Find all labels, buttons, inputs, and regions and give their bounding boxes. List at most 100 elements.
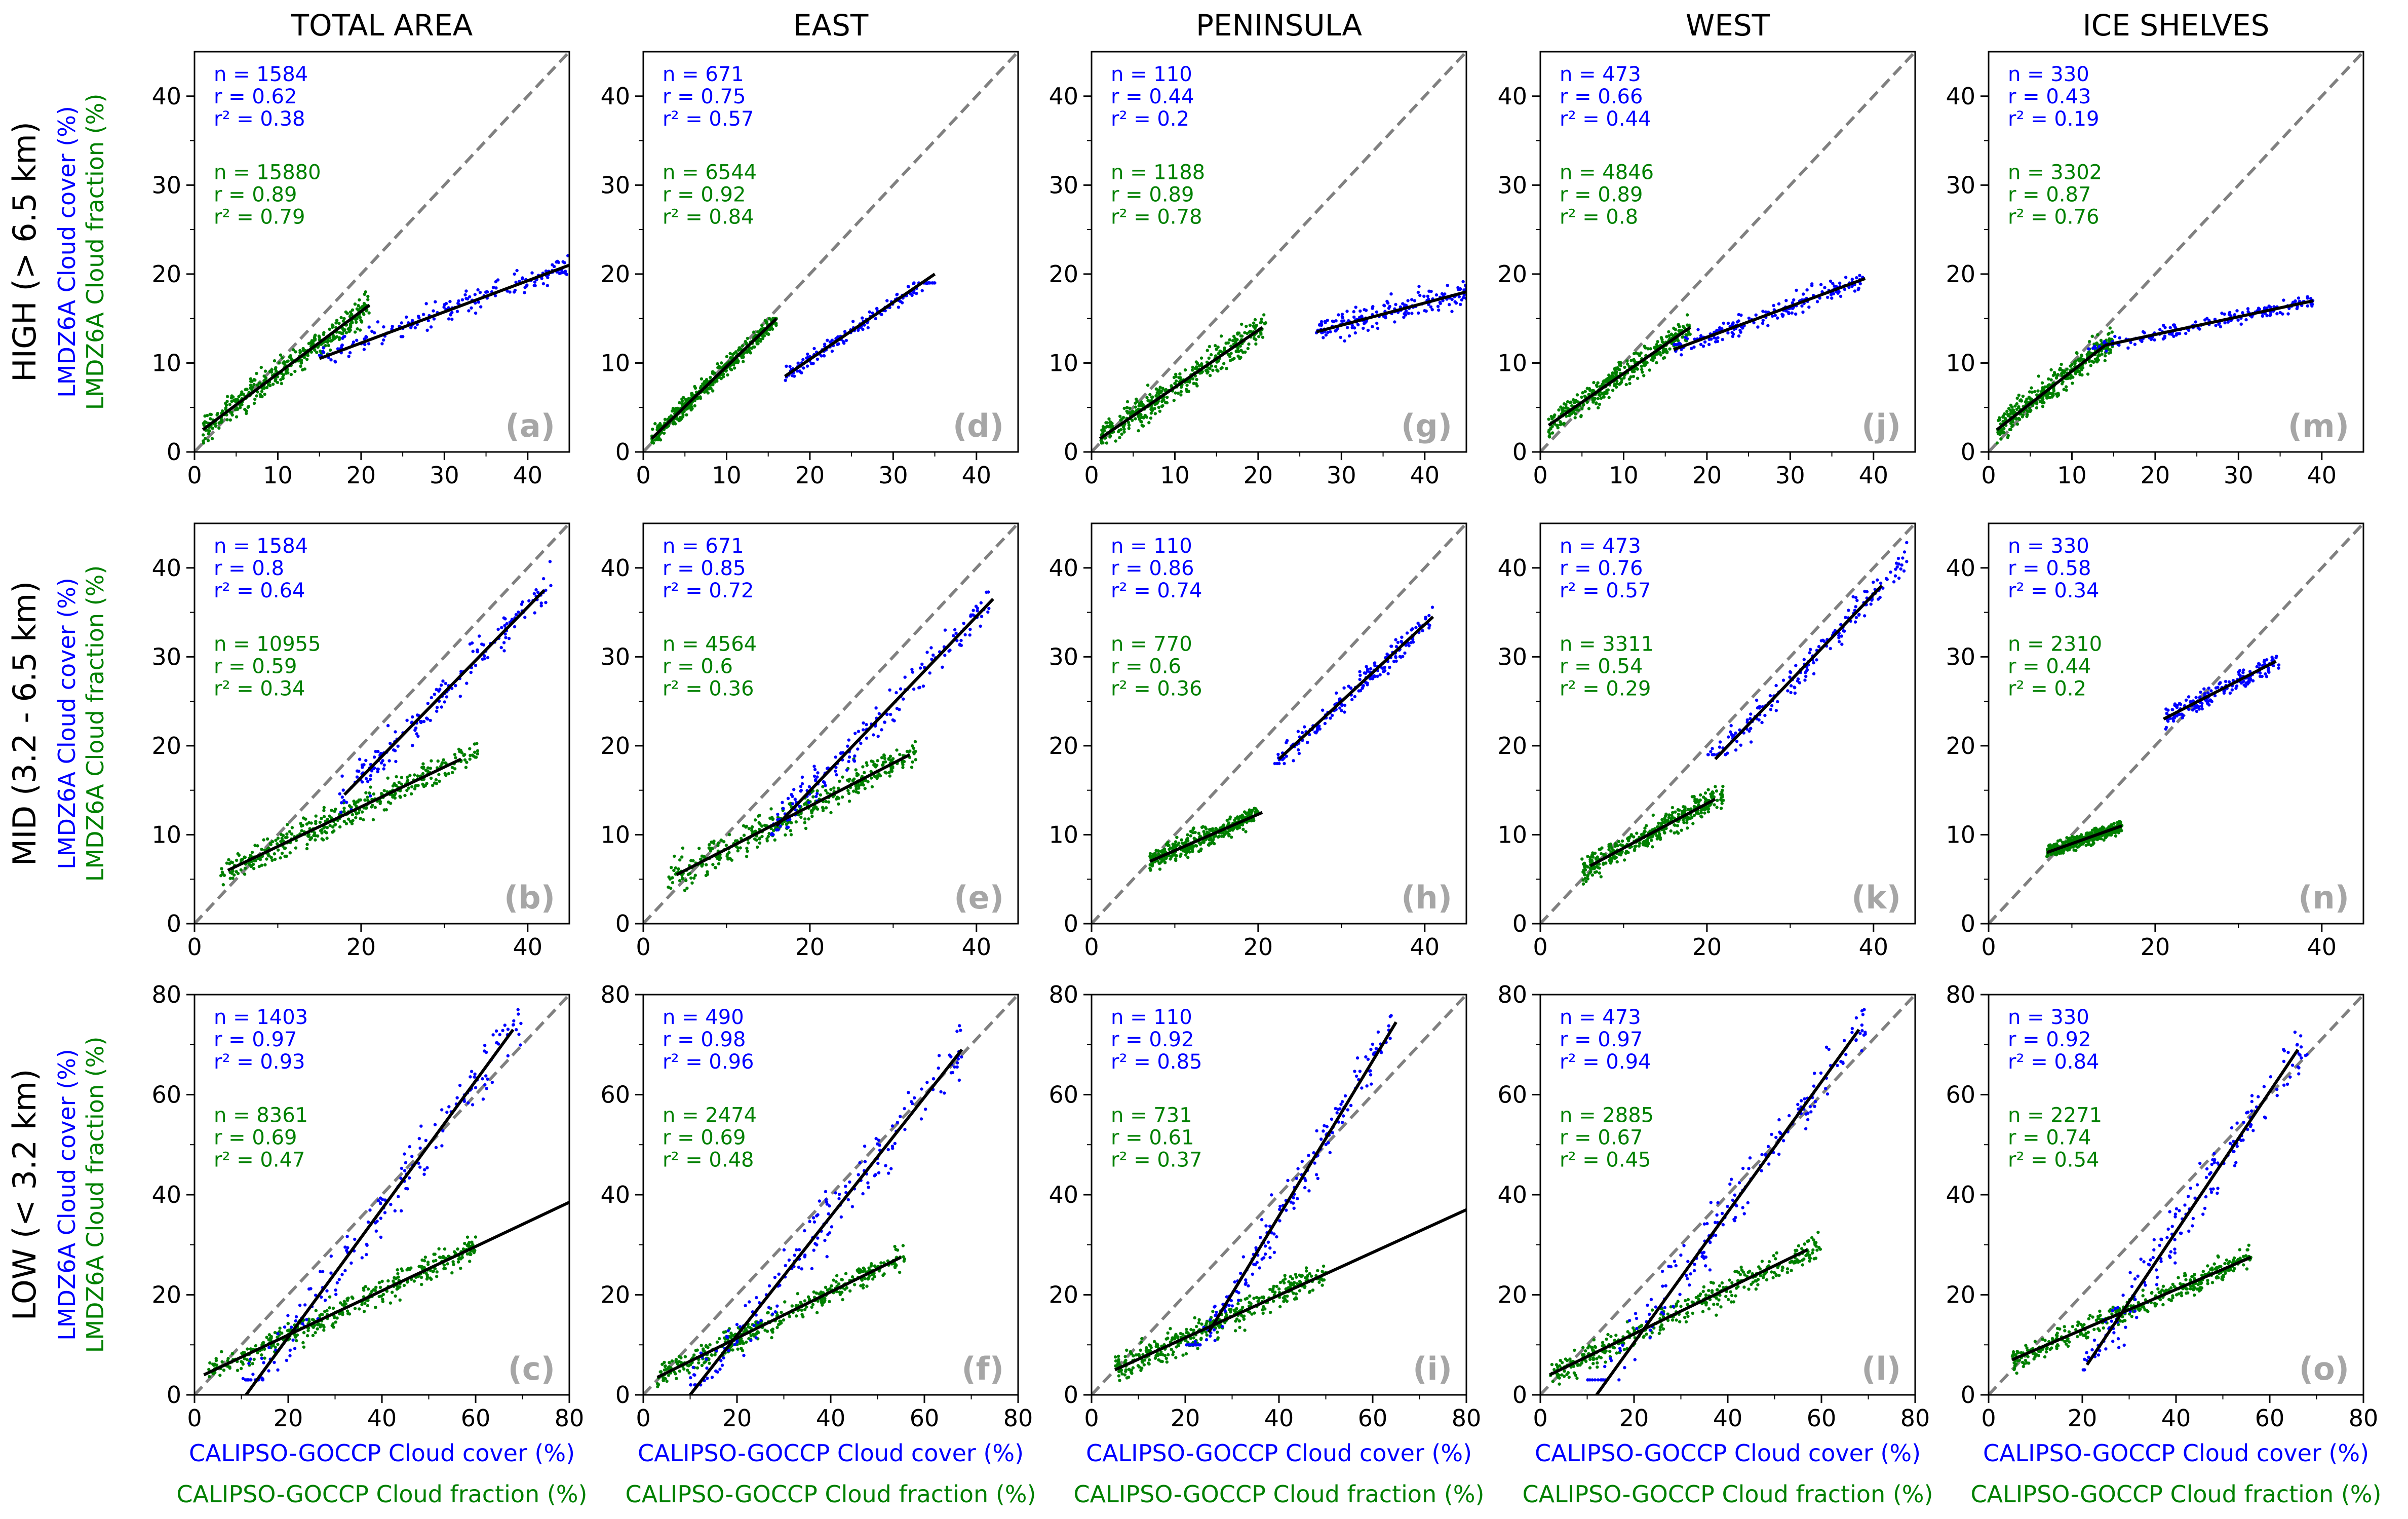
fraction-point-cloud-point [1148, 866, 1152, 870]
fraction-point-cloud-point [232, 873, 236, 877]
fraction-point-cloud-point [2000, 430, 2004, 433]
fraction-point-cloud-point [720, 361, 723, 365]
fraction-point-cloud-point [742, 833, 746, 837]
cover-point-cloud-point [902, 697, 905, 701]
cover-point-cloud-point [1741, 326, 1744, 330]
fraction-point-cloud-point [1559, 423, 1562, 427]
cover-point-cloud-point [435, 706, 439, 709]
cover-point-cloud-point [972, 609, 975, 612]
fraction-point-cloud-point [1236, 331, 1239, 335]
fraction-point-cloud-point [366, 795, 369, 799]
cover-point-cloud-point [1850, 284, 1854, 288]
fraction-n-label: n = 3302 [2008, 161, 2102, 184]
fraction-point-cloud-point [803, 821, 807, 824]
fraction-point-cloud-point [2070, 363, 2074, 366]
fraction-point-cloud-point [1234, 338, 1238, 342]
cover-point-cloud-point [1456, 286, 1460, 290]
fraction-point-cloud-point [689, 876, 693, 880]
cover-point-cloud-point [2246, 310, 2250, 314]
fraction-point-cloud-point [2005, 409, 2009, 413]
cover-point-cloud-point [926, 281, 930, 285]
fraction-point-cloud-point [838, 779, 841, 783]
fraction-point-cloud-point [333, 823, 337, 826]
fraction-point-cloud-point [2073, 362, 2077, 365]
y-tick-label: 40 [151, 554, 181, 582]
fraction-point-cloud-point [249, 854, 252, 857]
cover-point-cloud-point [473, 293, 477, 296]
fraction-point-cloud-point [1580, 407, 1584, 411]
cover-point-cloud-point [544, 601, 548, 604]
fraction-point-cloud-point [235, 858, 239, 862]
fraction-point-cloud-point [1216, 369, 1220, 373]
fraction-point-cloud-point [1605, 389, 1609, 392]
cover-point-cloud-point [1460, 298, 1464, 301]
cover-point-cloud-point [929, 646, 933, 650]
x-tick-label: 40 [513, 462, 543, 489]
cover-point-cloud-point [536, 590, 540, 594]
fraction-point-cloud-point [1189, 834, 1192, 838]
fraction-point-cloud-point [1715, 806, 1719, 809]
cover-point-cloud-point [2219, 325, 2223, 329]
cover-point-cloud-point [563, 271, 567, 275]
y-tick-label: 20 [600, 732, 630, 760]
fraction-point-cloud-point [855, 787, 858, 791]
fraction-r2-label: r² = 0.34 [214, 677, 305, 701]
fraction-point-cloud-point [279, 378, 283, 382]
cover-point-cloud-point [476, 288, 480, 292]
fraction-point-cloud-point [1685, 818, 1689, 822]
fraction-point-cloud-point [1199, 841, 1203, 845]
column-title: PENINSULA [1196, 8, 1362, 43]
cover-point-cloud-point [1830, 296, 1834, 300]
panel-letter: (j) [1861, 407, 1901, 444]
fraction-point-cloud-point [2047, 377, 2050, 381]
cover-point-cloud-point [2281, 312, 2284, 316]
cover-point-cloud-point [2269, 313, 2272, 316]
fraction-point-cloud-point [774, 323, 778, 327]
x-tick-label: 20 [346, 933, 376, 961]
column-titles: TOTAL AREA EAST PENINSULA WEST ICE SHELVES [291, 8, 2270, 43]
cover-point-cloud-point [1382, 303, 1386, 307]
fraction-point-cloud-point [290, 826, 294, 829]
fraction-point-cloud-point [2085, 353, 2089, 357]
fraction-point-cloud-point [2074, 372, 2077, 375]
fraction-point-cloud-point [268, 384, 272, 388]
fraction-point-cloud-point [1161, 404, 1164, 407]
fraction-r2-label: r² = 0.78 [1111, 206, 1202, 229]
cover-point-cloud-point [928, 671, 931, 675]
fraction-point-cloud-point [1632, 835, 1636, 839]
x-tick-label: 20 [1244, 462, 1273, 489]
cover-point-cloud-point [399, 335, 403, 338]
fraction-point-cloud-point [459, 749, 462, 752]
fraction-point-cloud-point [2040, 381, 2044, 385]
fraction-point-cloud-point [785, 822, 788, 826]
fraction-point-cloud-point [1243, 331, 1247, 334]
fraction-point-cloud-point [1229, 352, 1233, 355]
fraction-point-cloud-point [1618, 383, 1621, 386]
cover-point-cloud-point [985, 590, 988, 594]
fraction-point-cloud-point [356, 327, 359, 331]
fraction-point-cloud-point [320, 831, 324, 835]
fraction-point-cloud-point [2037, 374, 2040, 378]
fraction-point-cloud-point [1208, 367, 1212, 370]
fraction-point-cloud-point [865, 761, 868, 765]
x-tick-label: 10 [1609, 462, 1639, 489]
fraction-point-cloud-point [349, 313, 353, 317]
cover-point-cloud-point [813, 779, 818, 782]
cover-r2-label: r² = 0.38 [214, 107, 305, 131]
fraction-point-cloud-point [901, 761, 904, 765]
fraction-point-cloud-point [393, 793, 397, 796]
cover-point-cloud-point [372, 755, 376, 759]
fraction-point-cloud-point [678, 858, 682, 862]
fraction-point-cloud-point [1137, 414, 1140, 419]
fraction-point-cloud-point [1159, 850, 1162, 853]
fraction-point-cloud-point [1586, 865, 1589, 869]
fraction-point-cloud-point [2065, 377, 2069, 381]
fraction-point-cloud-point [758, 837, 761, 841]
fraction-point-cloud-point [359, 798, 362, 802]
fraction-point-cloud-point [1211, 368, 1215, 372]
cover-point-cloud-point [2105, 349, 2108, 353]
fraction-point-cloud-point [280, 837, 284, 840]
fraction-point-cloud-point [303, 367, 306, 371]
fraction-point-cloud-point [1592, 389, 1596, 393]
